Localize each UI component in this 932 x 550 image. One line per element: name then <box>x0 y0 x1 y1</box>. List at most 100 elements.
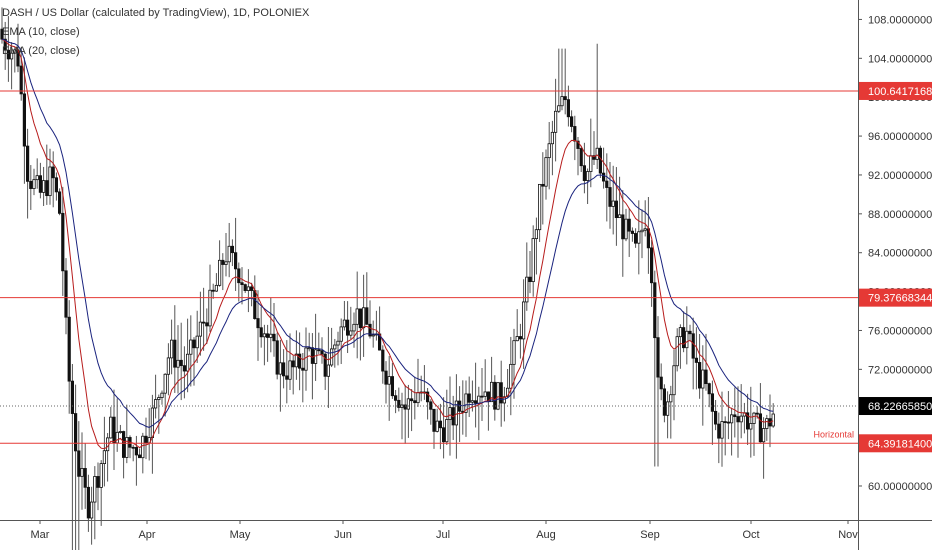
candle-down <box>45 180 49 197</box>
candle-down <box>393 395 398 401</box>
candle-down <box>345 319 350 336</box>
candle-up <box>454 400 459 426</box>
candle-down <box>77 450 81 477</box>
candle-down <box>205 322 209 327</box>
candle-up <box>166 357 170 375</box>
candle-down <box>265 333 270 338</box>
candle-down <box>61 212 65 272</box>
candle-up <box>509 363 513 389</box>
candle-up <box>637 231 641 244</box>
x-tick-label: Jul <box>436 529 450 541</box>
candle-down <box>243 284 247 291</box>
candle-down <box>736 416 740 423</box>
candle-down <box>634 233 638 244</box>
legend: DASH / US Dollar (calculated by TradingV… <box>2 4 309 61</box>
candle-up <box>185 353 190 372</box>
candle-down <box>694 357 699 363</box>
candle-down <box>67 316 71 382</box>
candle-down <box>579 148 583 167</box>
candle-up <box>502 396 507 404</box>
y-tick-label: 92.00000000 <box>868 170 932 182</box>
candle-down <box>38 175 43 193</box>
candle-down <box>297 353 302 369</box>
candle-down <box>320 350 324 355</box>
candle-up <box>115 431 119 444</box>
candle-up <box>32 179 36 189</box>
candle-down <box>6 49 10 60</box>
candle-up <box>416 392 420 404</box>
candle-up <box>304 347 308 371</box>
candle-up <box>102 450 106 464</box>
candle-up <box>208 289 212 327</box>
candle-down <box>688 330 692 335</box>
candle-down <box>425 391 430 403</box>
candle-up <box>269 333 273 338</box>
x-tick-label: Sep <box>640 529 660 541</box>
candle-up <box>586 171 590 181</box>
candle-up <box>489 381 494 403</box>
candle-down <box>598 147 603 174</box>
candle-down <box>621 214 625 240</box>
candle-down <box>310 347 315 364</box>
candle-down <box>493 381 497 410</box>
candle-down <box>291 360 295 368</box>
candle-down <box>390 376 395 397</box>
candle-up <box>538 183 542 231</box>
candle-up <box>765 418 769 429</box>
candle-up <box>93 476 97 503</box>
candle-down <box>221 259 225 265</box>
candle-up <box>361 307 366 329</box>
candle-down <box>230 245 234 254</box>
x-tick-label: May <box>230 529 251 541</box>
candle-up <box>307 347 311 350</box>
candle-up <box>624 218 628 240</box>
candle-down <box>301 367 305 371</box>
chart-title: DASH / US Dollar (calculated by TradingV… <box>2 7 310 19</box>
candle-up <box>595 147 599 160</box>
candle-down <box>499 382 503 404</box>
x-tick-label: Aug <box>536 529 556 541</box>
candle-down <box>473 400 478 404</box>
candle-down <box>275 340 279 375</box>
candle-up <box>352 323 356 332</box>
last-price-box <box>859 397 932 416</box>
x-tick-label: Apr <box>138 529 155 541</box>
candle-up <box>246 286 250 291</box>
candle-up <box>525 276 529 303</box>
candle-down <box>576 140 580 149</box>
candle-up <box>150 407 154 438</box>
candle-up <box>214 284 218 292</box>
candle-down <box>281 362 286 377</box>
candle-down <box>317 349 321 352</box>
candle-down <box>397 399 401 408</box>
horizontal-line-value: 100.64171685 <box>868 86 932 98</box>
candle-up <box>349 330 353 336</box>
candle-down <box>70 380 74 414</box>
candle-down <box>662 388 667 416</box>
candle-down <box>746 412 750 430</box>
horizontal-line-value: 79.37668344 <box>868 293 932 305</box>
candle-up <box>515 336 519 342</box>
candle-down <box>592 155 596 160</box>
indicator-ema10-label[interactable]: EMA (10, close) <box>2 26 80 38</box>
candle-down <box>650 247 654 284</box>
candle-down <box>249 286 254 291</box>
candle-down <box>211 289 215 292</box>
candle-down <box>83 468 87 488</box>
candle-down <box>582 165 587 181</box>
candle-down <box>237 268 241 284</box>
candle-down <box>368 323 372 337</box>
y-tick-label: 104.00000000 <box>868 53 932 65</box>
indicator-ema20-label[interactable]: EMA (20, close) <box>2 45 80 57</box>
candle-up <box>227 245 231 263</box>
candle-up <box>669 394 673 403</box>
x-tick-label: Mar <box>31 529 50 541</box>
candle-up <box>496 382 500 410</box>
candle-down <box>704 369 708 385</box>
candle-down <box>656 337 660 378</box>
candle-down <box>0 28 4 40</box>
candle-down <box>22 93 27 147</box>
candle-up <box>195 335 199 349</box>
candle-down <box>285 375 289 380</box>
